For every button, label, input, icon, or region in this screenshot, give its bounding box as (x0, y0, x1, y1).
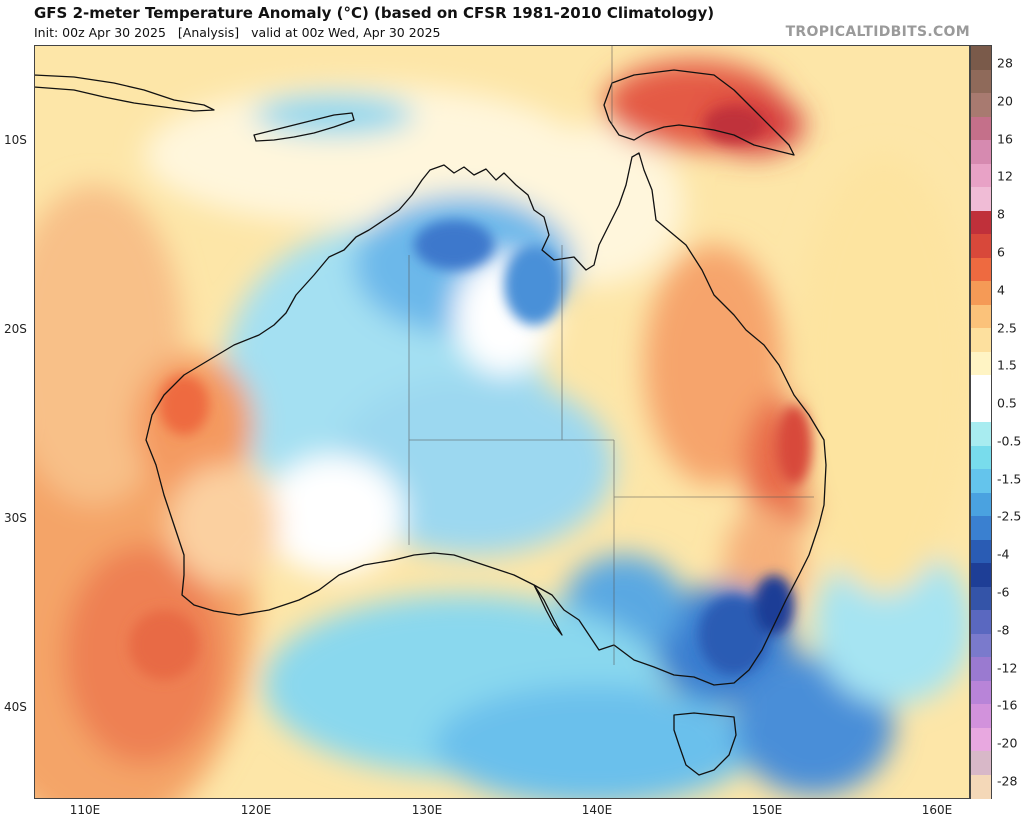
colorbar-label: -4 (997, 546, 1010, 562)
colorbar-swatch (971, 492, 991, 517)
anomaly-shading (34, 60, 970, 799)
timor-coast (253, 112, 355, 142)
colorbar-swatch (971, 328, 991, 352)
colorbar-label: -12 (997, 660, 1018, 676)
colorbar-swatch (971, 539, 991, 564)
colorbar-swatch (971, 680, 991, 705)
colorbar-label: -1.5 (997, 471, 1022, 487)
colorbar-swatch (971, 140, 991, 164)
colorbar-label: -0.5 (997, 433, 1022, 449)
colorbar-swatch (971, 469, 991, 493)
colorbar-swatch (971, 257, 991, 282)
colorbar-label: 1.5 (997, 357, 1017, 373)
state-borders (408, 45, 814, 665)
valid-time: valid at 00z Wed, Apr 30 2025 (251, 25, 441, 40)
colorbar-label: 4 (997, 282, 1005, 298)
colorbar-swatch (971, 281, 991, 305)
tasmania-coast (673, 712, 737, 776)
colorbar-swatch (971, 563, 991, 587)
colorbar (970, 45, 992, 799)
chart-title: GFS 2-meter Temperature Anomaly (°C) (ba… (34, 4, 715, 22)
colorbar-label: -20 (997, 735, 1018, 751)
lon-label-140e: 140E (581, 803, 613, 817)
colorbar-swatch (971, 398, 991, 423)
colorbar-label: -16 (997, 697, 1018, 713)
anomaly-detail (129, 107, 812, 680)
colorbar-swatch (971, 375, 991, 399)
lon-label-110e: 110E (69, 803, 101, 817)
colorbar-swatch (971, 210, 991, 235)
lat-label-10s: 10S (4, 133, 27, 147)
colorbar-swatch (971, 586, 991, 611)
lon-label-130e: 130E (411, 803, 443, 817)
colorbar-swatch (971, 751, 991, 775)
colorbar-swatch (971, 704, 991, 728)
colorbar-swatch (971, 46, 991, 70)
run-type: [Analysis] (177, 25, 240, 40)
indonesia-coast (34, 74, 215, 112)
australia-coast (145, 152, 827, 686)
colorbar-swatch (971, 422, 991, 446)
colorbar-swatch (971, 774, 991, 799)
coastlines (34, 69, 827, 776)
colorbar-swatch (971, 657, 991, 681)
colorbar-label: 20 (997, 93, 1013, 109)
colorbar-label: -6 (997, 584, 1010, 600)
colorbar-label: 2.5 (997, 320, 1017, 336)
colorbar-label: 0.5 (997, 395, 1017, 411)
map-frame (34, 45, 970, 799)
colorbar-swatch (971, 633, 991, 658)
colorbar-label: 28 (997, 55, 1013, 71)
colorbar-label: -28 (997, 773, 1018, 789)
colorbar-swatch (971, 351, 991, 376)
colorbar-swatch (971, 445, 991, 470)
lon-label-160e: 160E (921, 803, 953, 817)
lon-label-150e: 150E (751, 803, 783, 817)
anomaly-map (34, 45, 970, 799)
colorbar-swatch (971, 304, 991, 329)
colorbar-swatch (971, 187, 991, 211)
colorbar-label: 8 (997, 206, 1005, 222)
lat-label-30s: 30S (4, 511, 27, 525)
png-coast (603, 69, 795, 156)
colorbar-swatch (971, 163, 991, 188)
colorbar-swatch (971, 516, 991, 540)
colorbar-label: 12 (997, 168, 1013, 184)
colorbar-swatch (971, 116, 991, 141)
lat-label-40s: 40S (4, 700, 27, 714)
chart-subtitle: Init: 00z Apr 30 2025 [Analysis] valid a… (34, 25, 449, 40)
init-time: Init: 00z Apr 30 2025 (34, 25, 166, 40)
colorbar-swatch (971, 69, 991, 94)
lon-label-120e: 120E (240, 803, 272, 817)
colorbar-label: -8 (997, 622, 1010, 638)
watermark: TROPICALTIDBITS.COM (785, 24, 970, 40)
colorbar-swatch (971, 727, 991, 752)
colorbar-label: 16 (997, 131, 1013, 147)
colorbar-label: 6 (997, 244, 1005, 260)
lat-label-20s: 20S (4, 322, 27, 336)
colorbar-swatch (971, 234, 991, 258)
spencer-gulf (533, 584, 563, 636)
colorbar-swatch (971, 610, 991, 634)
colorbar-swatch (971, 93, 991, 117)
colorbar-label: -2.5 (997, 508, 1022, 524)
